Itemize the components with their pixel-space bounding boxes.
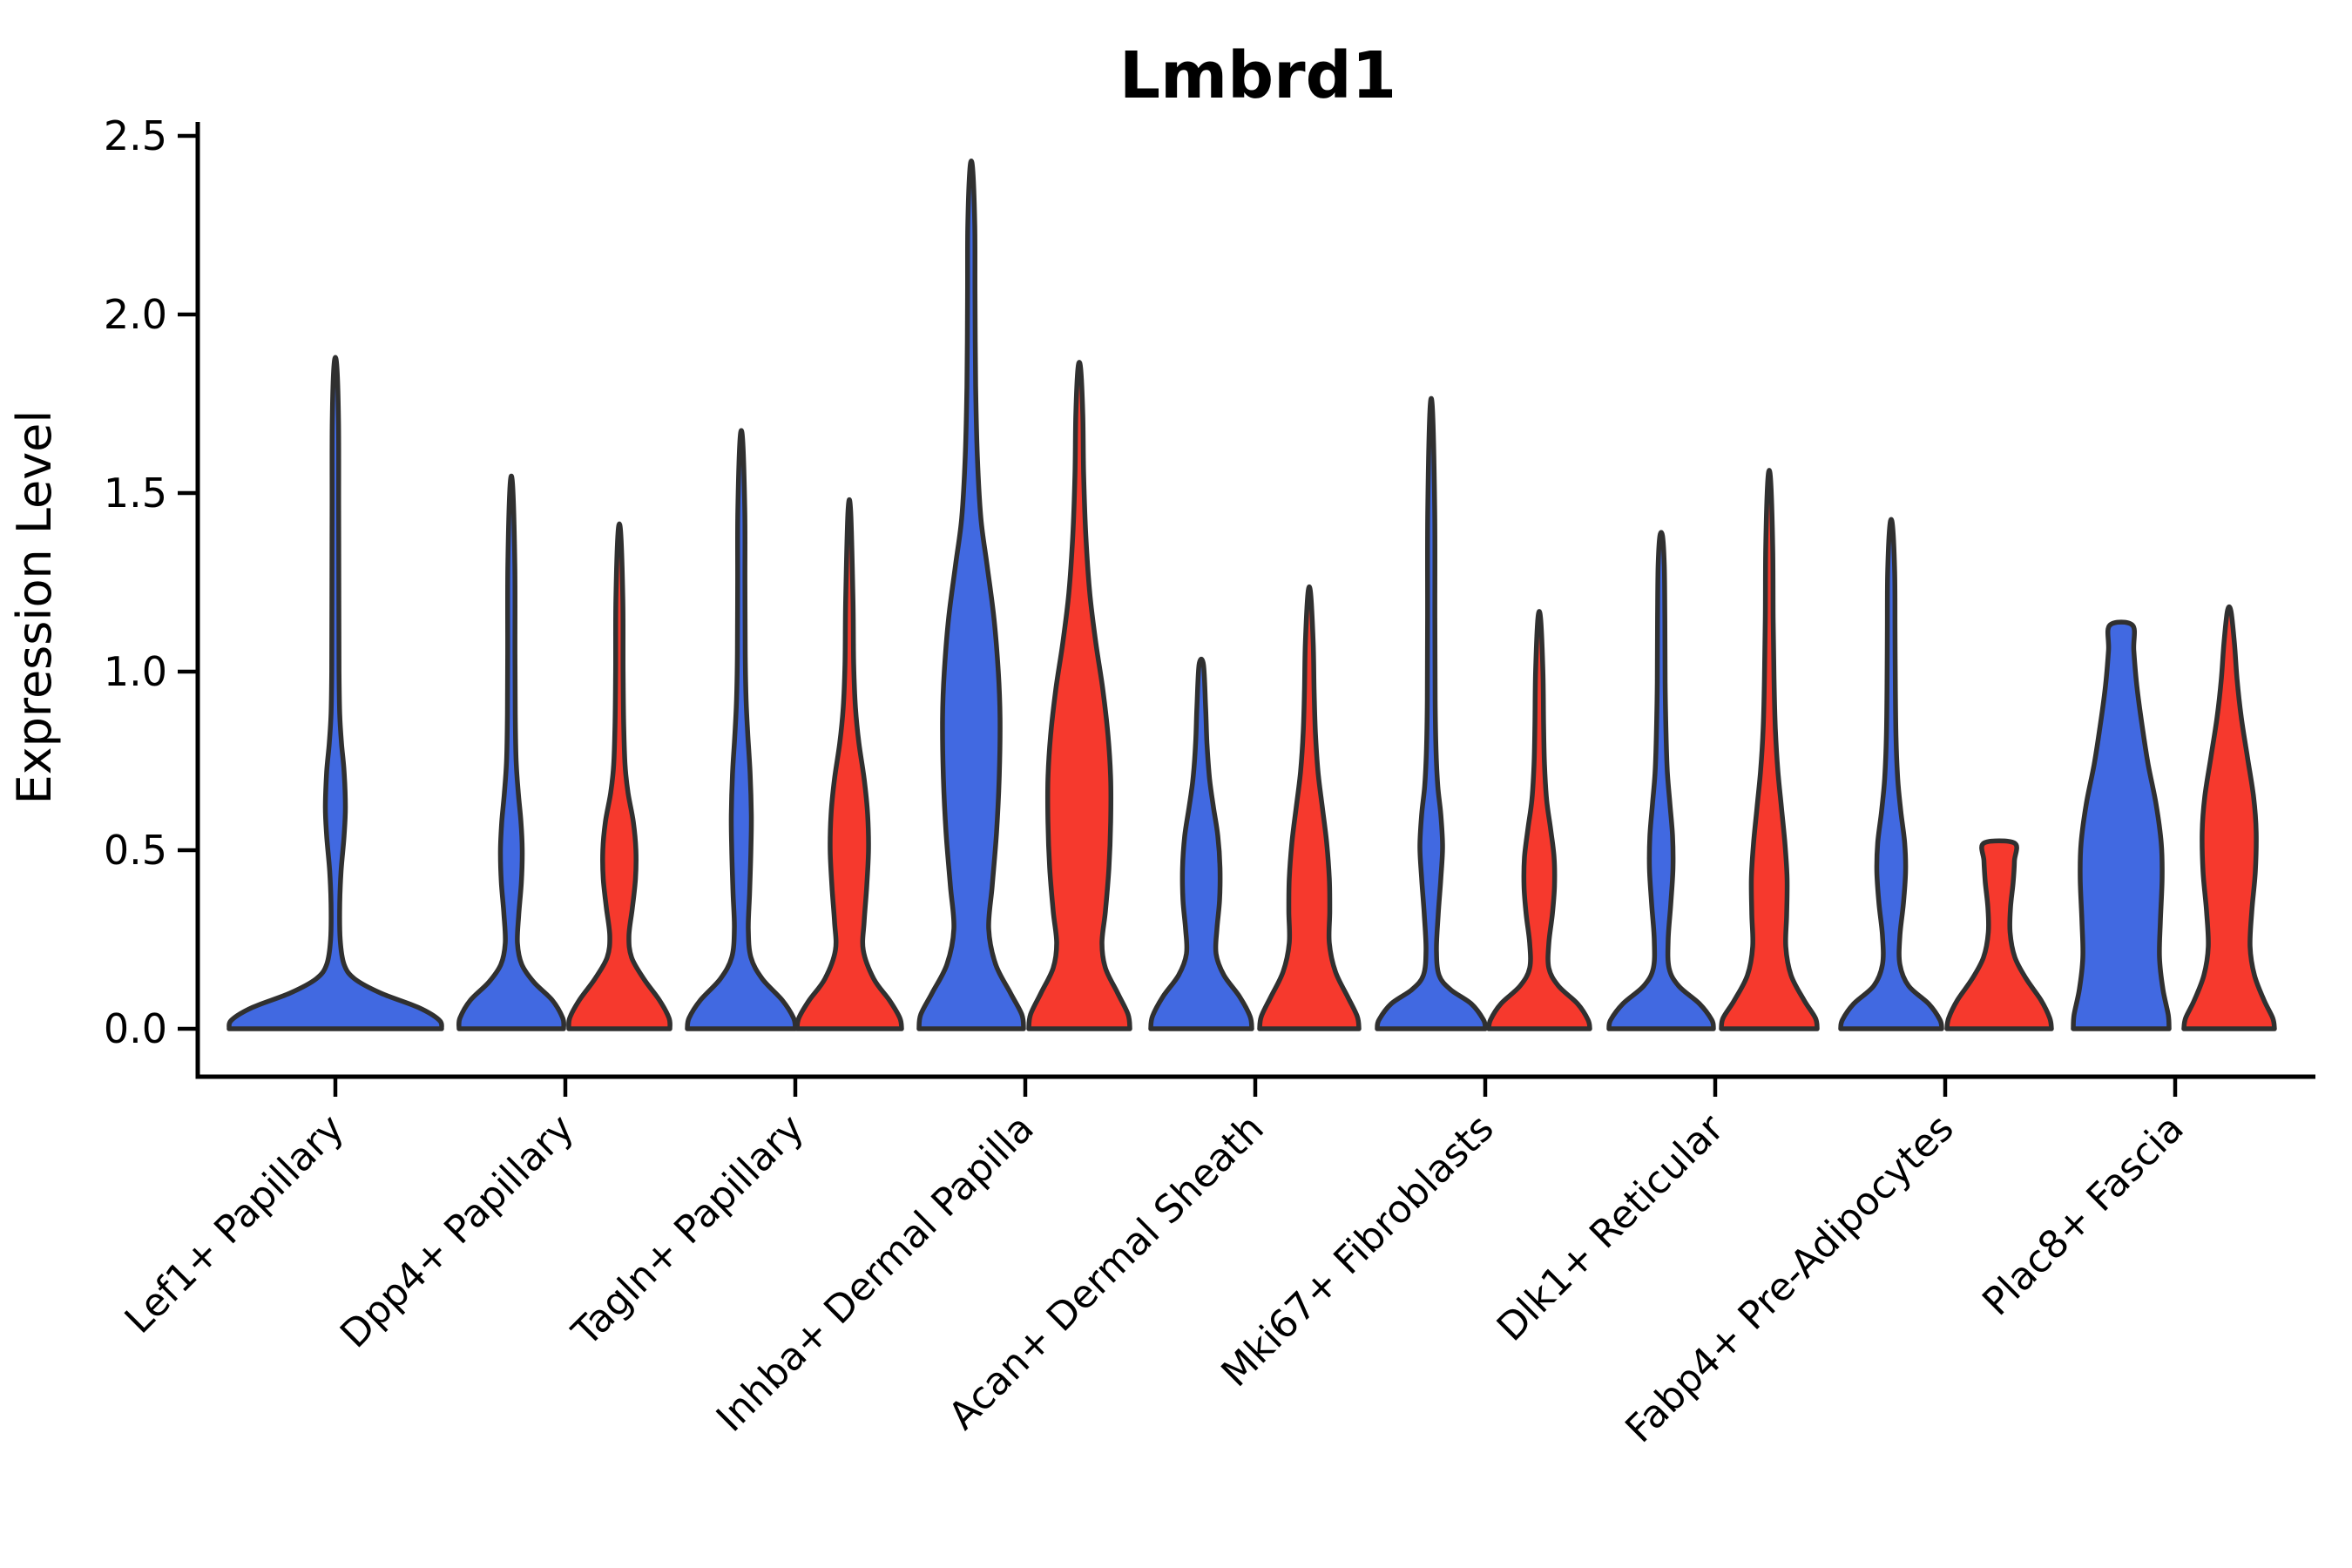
category-label-2: Tagln+ Papillary xyxy=(564,1106,813,1355)
violin-plac8-blue xyxy=(2071,619,2172,1031)
category-label-1: Dpp4+ Papillary xyxy=(332,1106,583,1357)
y-tick-label-4: 2.0 xyxy=(104,291,167,338)
violin-fabp4-red xyxy=(1944,838,2054,1031)
violin-lef1-blue xyxy=(226,355,444,1031)
violin-mki67-red xyxy=(1486,609,1592,1031)
chart-title: Lmbrd1 xyxy=(1119,38,1396,113)
violin-dpp4-red xyxy=(566,521,672,1031)
violin-plac8-red xyxy=(2181,604,2277,1031)
violin-acan-red xyxy=(1257,584,1362,1031)
violin-tagln-red xyxy=(794,497,904,1031)
violins xyxy=(226,158,2277,1031)
y-tick-label-3: 1.5 xyxy=(104,470,167,517)
violin-dlk1-red xyxy=(1719,468,1820,1031)
category-label-6: Dlk1+ Reticular xyxy=(1489,1105,1734,1350)
y-axis-label: Expression Level xyxy=(7,410,62,805)
violin-mki67-blue xyxy=(1375,395,1488,1031)
violin-fabp4-blue xyxy=(1838,517,1944,1031)
y-tick-label-5: 2.5 xyxy=(104,112,167,159)
violin-inhba-red xyxy=(1026,360,1132,1031)
category-label-0: Lef1+ Papillary xyxy=(117,1106,353,1342)
violin-dpp4-blue xyxy=(456,473,566,1031)
y-tick-label-1: 0.5 xyxy=(104,827,167,874)
violin-tagln-blue xyxy=(685,428,798,1031)
category-label-8: Plac8+ Fascia xyxy=(1974,1106,2193,1325)
violin-dlk1-blue xyxy=(1606,530,1716,1031)
violin-inhba-blue xyxy=(916,158,1026,1031)
y-tick-label-0: 0.0 xyxy=(104,1005,167,1052)
y-tick-label-2: 1.0 xyxy=(104,648,167,695)
violin-acan-blue xyxy=(1148,656,1254,1031)
